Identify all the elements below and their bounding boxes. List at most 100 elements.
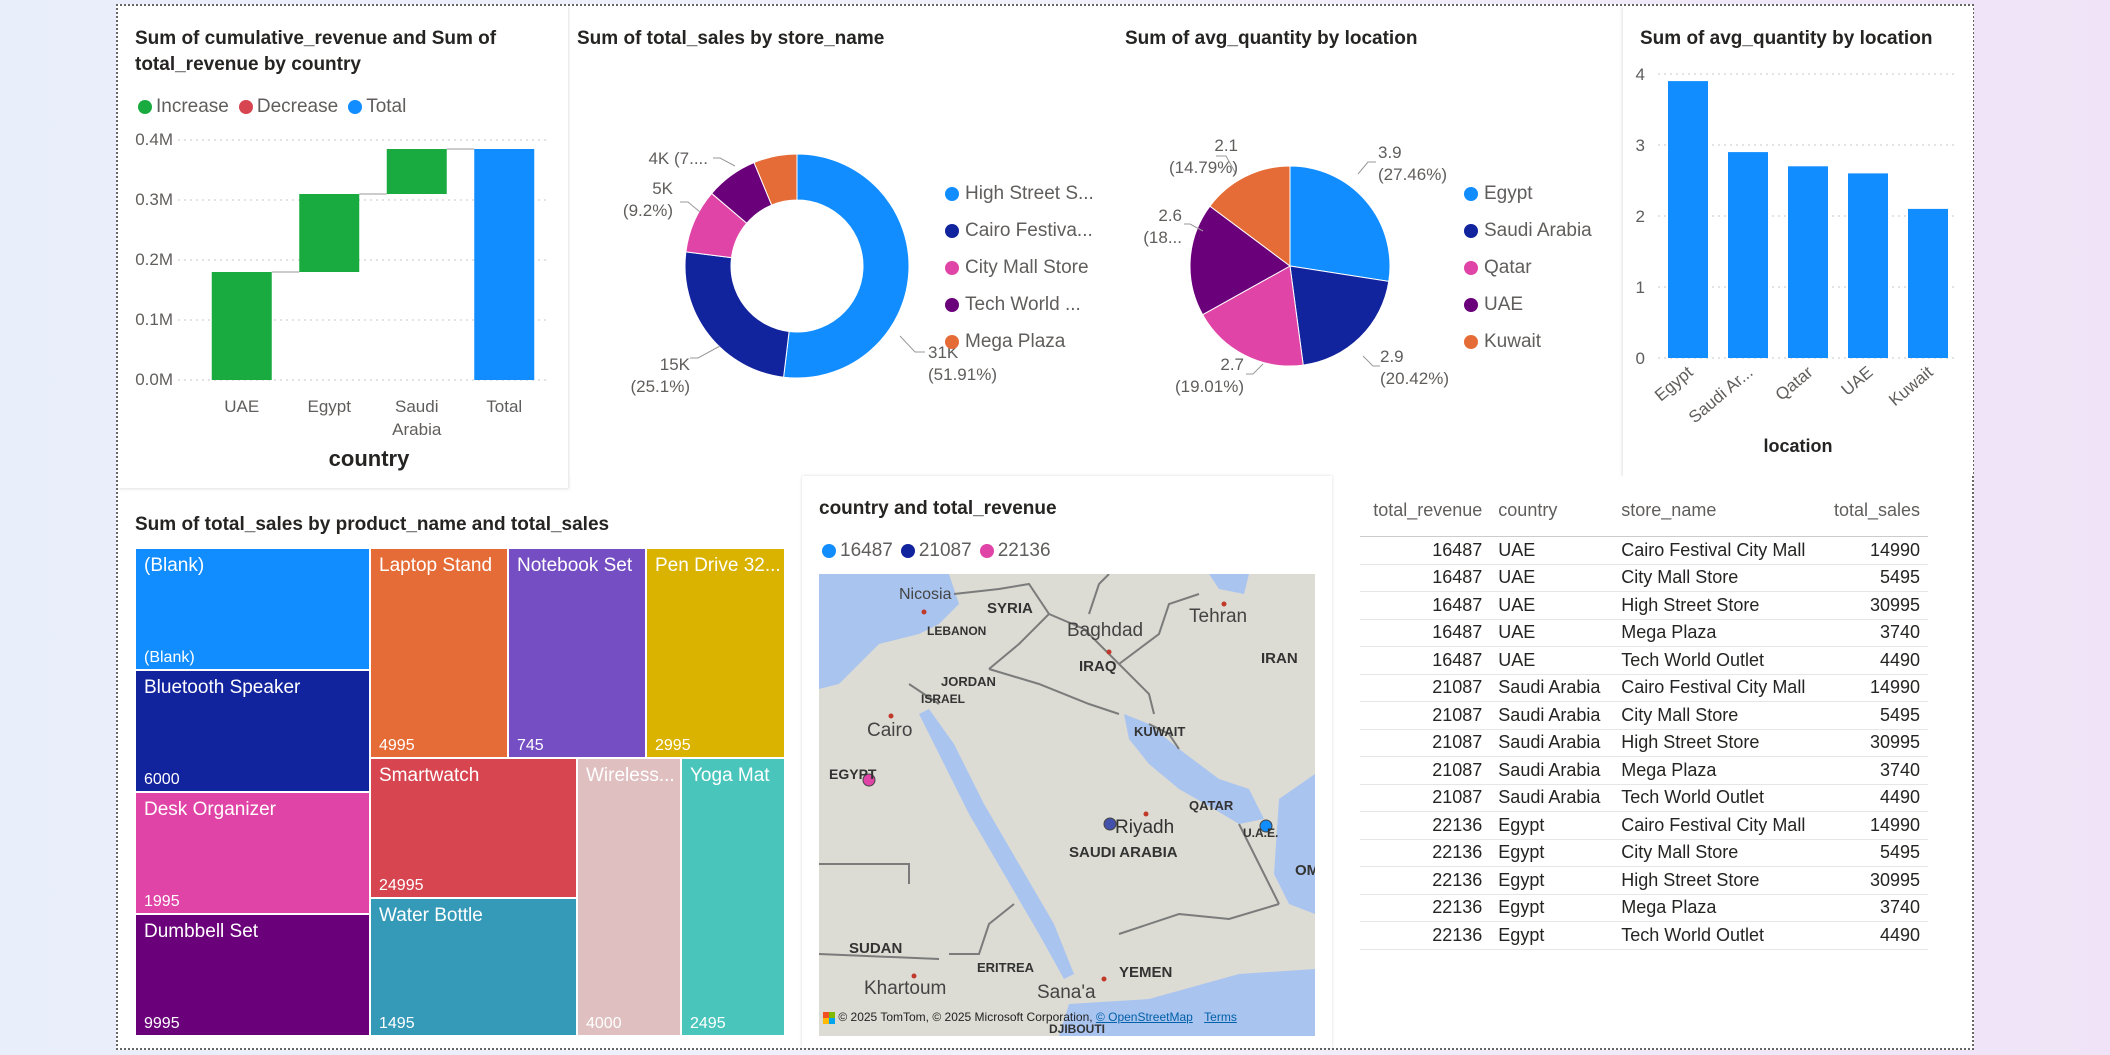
waterfall-legend: Increase Decrease Total — [138, 96, 406, 118]
legend-label: Decrease — [256, 96, 339, 117]
column-header-total-revenue[interactable]: total_revenue — [1360, 484, 1491, 537]
table-row[interactable]: 22136 Egypt Tech World Outlet 4490 — [1360, 921, 1928, 950]
treemap-tile[interactable]: (Blank) (Blank) — [135, 548, 370, 670]
donut-visual[interactable]: Sum of total_sales by store_name 31K (51.… — [570, 6, 1115, 476]
column-header-store-name[interactable]: store_name — [1613, 484, 1822, 537]
terms-link[interactable]: Terms — [1204, 1010, 1237, 1024]
x-tick-label: Egypt — [308, 397, 352, 416]
map-basemap — [819, 574, 1315, 1036]
pie-title: Sum of avg_quantity by location — [1125, 28, 1418, 49]
treemap-tile[interactable]: Desk Organizer 1995 — [135, 792, 370, 914]
waterfall-visual[interactable]: Sum of cumulative_revenue and Sum of tot… — [118, 6, 568, 488]
bar[interactable] — [1848, 173, 1888, 358]
legend-swatch — [1464, 334, 1478, 349]
legend-swatch — [945, 334, 959, 349]
cell-country: Egypt — [1490, 921, 1614, 950]
table-row[interactable]: 21087 Saudi Arabia Cairo Festival City Mal… — [1360, 674, 1928, 702]
cell-country: UAE — [1490, 564, 1614, 592]
slice[interactable] — [753, 153, 798, 206]
table-row[interactable]: 22136 Egypt City Mall Store 5495 — [1360, 839, 1928, 867]
pie-plot: 3.9 (27.46%) 2.9 (20.42%) 2.7 (19.01%) 2.6 (18.… — [1143, 136, 1449, 396]
attribution-text: © 2025 TomTom, © 2025 Microsoft Corporat… — [838, 1010, 1093, 1024]
treemap-tile[interactable]: Smartwatch 24995 — [370, 758, 577, 898]
slice[interactable] — [1289, 265, 1390, 366]
map-point-uae[interactable] — [1259, 819, 1273, 833]
treemap-tile[interactable]: Dumbbell Set 9995 — [135, 914, 370, 1036]
cell-store-name: City Mall Store — [1613, 839, 1822, 867]
y-tick-label: 0 — [1636, 349, 1645, 368]
treemap-tile-label: Notebook Set — [517, 555, 633, 576]
table-row[interactable]: 21087 Saudi Arabia Mega Plaza 3740 — [1360, 756, 1928, 785]
map-place: Nicosia — [899, 586, 952, 603]
slice[interactable] — [1201, 265, 1304, 367]
map-area[interactable]: Nicosia SYRIA LEBANON Baghdad Tehran IRA… — [819, 574, 1315, 1036]
table-visual[interactable]: total_revenue country store_name total_s… — [1336, 476, 1972, 1048]
cell-country: Saudi Arabia — [1490, 701, 1614, 730]
slice[interactable] — [684, 251, 790, 378]
waterfall-bar[interactable] — [386, 149, 447, 194]
legend-label: UAE — [1484, 293, 1524, 315]
legend-label: Total — [366, 96, 407, 117]
osm-link[interactable]: © OpenStreetMap — [1095, 1010, 1193, 1024]
waterfall-bar[interactable] — [211, 272, 272, 380]
table-row[interactable]: 16487 UAE City Mall Store 5495 — [1360, 564, 1928, 592]
legend-label: Tech World ... — [965, 293, 1081, 315]
map-visual[interactable]: country and total_revenue 16487 21087 22… — [802, 476, 1332, 1048]
bar-visual[interactable]: Sum of avg_quantity by location 0 1 2 3 4 Egy… — [1623, 6, 1973, 476]
slice[interactable] — [1289, 165, 1391, 282]
map-place: IRAN — [1261, 650, 1298, 667]
treemap-visual[interactable]: Sum of total_sales by product_name and t… — [118, 492, 798, 1047]
leader-line — [690, 345, 721, 359]
treemap-tile-value: (Blank) — [144, 649, 195, 666]
treemap-tile[interactable]: Pen Drive 32... 2995 — [646, 548, 785, 758]
column-header-total-sales[interactable]: total_sales — [1821, 484, 1928, 537]
table-row[interactable]: 22136 Egypt High Street Store 30995 — [1360, 866, 1928, 895]
pie-visual[interactable]: Sum of avg_quantity by location 3.9 (27.4… — [1118, 6, 1618, 476]
cell-total-revenue: 22136 — [1360, 921, 1491, 950]
legend-label: Mega Plaza — [965, 330, 1066, 352]
treemap-tile[interactable]: Water Bottle 1495 — [370, 898, 577, 1036]
legend-swatch — [979, 544, 994, 558]
treemap-tile[interactable]: Bluetooth Speaker 6000 — [135, 670, 370, 792]
table-row[interactable]: 16487 UAE Tech World Outlet 4490 — [1360, 646, 1928, 675]
waterfall-bar[interactable] — [299, 194, 360, 272]
cell-total-sales: 3740 — [1821, 894, 1928, 922]
map-title: country and total_revenue — [819, 498, 1057, 519]
table-row[interactable]: 16487 UAE Mega Plaza 3740 — [1360, 619, 1928, 647]
donut-title: Sum of total_sales by store_name — [577, 28, 885, 49]
pie-legend: Egypt Saudi Arabia Qatar UAE Kuwait — [1464, 175, 1592, 360]
map-point-egypt[interactable] — [862, 773, 876, 787]
table-row[interactable]: 21087 Saudi Arabia High Street Store 30995 — [1360, 729, 1928, 757]
slice[interactable] — [1209, 165, 1291, 267]
bar[interactable] — [1668, 81, 1708, 358]
leader-line — [1362, 355, 1380, 367]
column-header-country[interactable]: country — [1490, 484, 1614, 537]
map-place: SUDAN — [849, 940, 903, 957]
table-row[interactable]: 22136 Egypt Mega Plaza 3740 — [1360, 894, 1928, 922]
table-row[interactable]: 21087 Saudi Arabia City Mall Store 5495 — [1360, 701, 1928, 730]
waterfall-bar[interactable] — [474, 149, 535, 380]
table-row[interactable]: 16487 UAE Cairo Festival City Mall 14990 — [1360, 536, 1928, 565]
bar[interactable] — [1908, 208, 1948, 358]
treemap-plot: (Blank) (Blank) Bluetooth Speaker 6000 Desk … — [135, 548, 785, 1036]
slice[interactable] — [783, 153, 910, 379]
map-place: EGYPT — [829, 766, 877, 782]
cell-country: UAE — [1490, 619, 1614, 647]
map-point-saudi-arabia[interactable] — [1103, 817, 1117, 831]
cell-total-revenue: 16487 — [1360, 591, 1491, 620]
map-place: DJIBOUTI — [1049, 1022, 1106, 1036]
table-row[interactable]: 21087 Saudi Arabia Tech World Outlet 4490 — [1360, 784, 1928, 812]
cell-country: Egypt — [1490, 894, 1614, 922]
bar[interactable] — [1728, 152, 1768, 358]
treemap-tile[interactable]: Notebook Set 745 — [508, 548, 646, 758]
treemap-tile[interactable]: Yoga Mat 2495 — [681, 758, 785, 1036]
treemap-tile[interactable]: Wireless... 4000 — [577, 758, 681, 1036]
treemap-tile[interactable]: Laptop Stand 4995 — [370, 548, 508, 758]
bar[interactable] — [1788, 166, 1828, 358]
cell-store-name: High Street Store — [1613, 866, 1822, 895]
table-row[interactable]: 16487 UAE High Street Store 30995 — [1360, 591, 1928, 620]
cell-total-sales: 14990 — [1821, 536, 1928, 565]
table-row[interactable]: 22136 Egypt Cairo Festival City Mall 14990 — [1360, 811, 1928, 840]
cell-total-revenue: 16487 — [1360, 564, 1491, 592]
cell-total-sales: 4490 — [1821, 646, 1928, 675]
